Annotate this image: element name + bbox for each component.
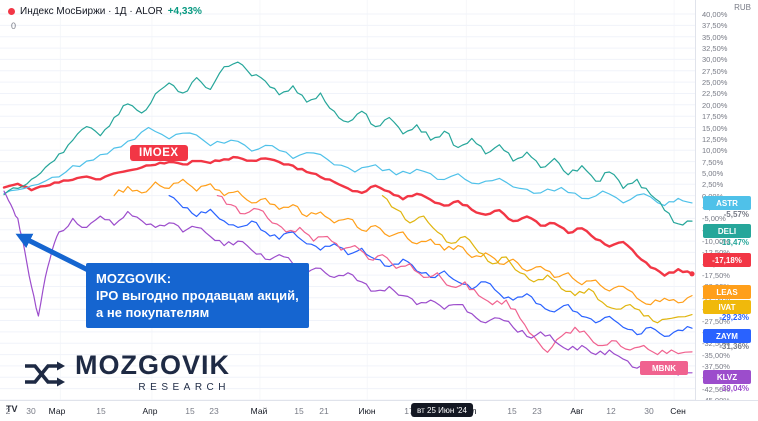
x-axis-tick: 23 — [209, 406, 219, 416]
y-axis-label: -10,00% — [702, 237, 730, 246]
y-axis-label: 20,00% — [702, 101, 728, 110]
series-end-dot — [689, 271, 695, 277]
y-axis-label: -5,00% — [702, 214, 726, 223]
logo-subtitle: RESEARCH — [138, 382, 230, 393]
x-axis-tick: Апр — [142, 406, 158, 416]
y-axis-label: -42,50% — [702, 385, 730, 394]
y-axis-label: 12,50% — [702, 135, 728, 144]
price-label-astr[interactable]: ASTR — [703, 196, 751, 210]
y-axis-label: -35,00% — [702, 351, 730, 360]
price-label-mbnk[interactable]: MBNK — [640, 361, 688, 375]
price-label-leas[interactable]: LEAS — [703, 285, 751, 299]
y-axis-label: 32,50% — [702, 44, 728, 53]
x-axis-tick: 30 — [644, 406, 654, 416]
series-line-klvz[interactable] — [3, 190, 693, 376]
x-axis-tick: 30 — [26, 406, 36, 416]
y-axis-label: 35,00% — [702, 33, 728, 42]
y-axis-label: -27,50% — [702, 317, 730, 326]
price-label-1718: -17,18% — [703, 253, 751, 267]
x-axis-tick: Сен — [670, 406, 686, 416]
y-axis-label: 30,00% — [702, 55, 728, 64]
x-axis-tick: 21 — [319, 406, 329, 416]
x-axis-tick: 15 — [294, 406, 304, 416]
series-line-astr[interactable] — [3, 126, 693, 207]
series-line-imoex[interactable] — [2, 155, 694, 277]
chart-legend[interactable]: Индекс МосБиржи · 1Д · ALOR +4,33% — [8, 6, 202, 17]
tradingview-logo[interactable]: TV — [6, 404, 18, 414]
x-axis-tick: Мар — [48, 406, 66, 416]
series-line-deli[interactable] — [3, 61, 693, 226]
price-label-3904: -39,04% — [719, 384, 749, 393]
y-axis-label: 17,50% — [702, 112, 728, 121]
series-line-zaym[interactable] — [168, 195, 693, 337]
y-axis-label: -37,50% — [702, 362, 730, 371]
x-axis-tick: 2 — [5, 406, 11, 416]
x-axis-tick: 23 — [532, 406, 542, 416]
x-axis-tick: 17 — [404, 406, 414, 416]
x-axis-tick: 12 — [606, 406, 616, 416]
y-axis-label: -17,50% — [702, 271, 730, 280]
series-line-ivat[interactable] — [381, 195, 693, 324]
price-label-1347: -13,47% — [719, 238, 749, 247]
y-axis-label: 15,00% — [702, 124, 728, 133]
legend-title: Индекс МосБиржи · 1Д · ALOR — [20, 6, 163, 17]
y-axis-label: -32,50% — [702, 339, 730, 348]
price-label-557: -5,57% — [723, 210, 749, 219]
x-axis-tick: 15 — [96, 406, 106, 416]
time-axis[interactable]: TV вт 25 Июн '24 2 30 Мар 15 Апр 15 23 Май 15 21 И… — [0, 400, 758, 421]
y-axis-label: 25,00% — [702, 78, 728, 87]
note-line1: MOZGOVIK: — [96, 271, 172, 286]
x-axis-tick: 15 — [507, 406, 517, 416]
annotation-note[interactable]: MOZGOVIK: IPO выгодно продавцам акций, а… — [86, 263, 309, 329]
x-axis-tick: 15 — [185, 406, 195, 416]
date-badge: вт 25 Июн '24 — [411, 403, 473, 417]
currency-label: RUB — [734, 3, 751, 12]
y-axis-label: 22,50% — [702, 89, 728, 98]
x-axis-tick: Авг — [570, 406, 584, 416]
legend-sub-value: 0 — [11, 21, 17, 31]
note-line3: а не покупателям — [96, 305, 210, 321]
price-label-deli[interactable]: DELI — [703, 224, 751, 238]
price-label-zaym[interactable]: ZAYM — [703, 329, 751, 343]
price-labels-overlay: ASTR -5,57% DELI -13,47% -17,18% LEAS IVAT -29,… — [640, 196, 751, 393]
shuffle-icon — [25, 361, 65, 386]
note-line2: IPO выгодно продавцам акций, — [96, 288, 299, 304]
price-label-ivat[interactable]: IVAT — [703, 300, 751, 314]
y-axis-label: 2,50% — [702, 180, 724, 189]
y-axis-label: 10,00% — [702, 146, 728, 155]
y-axis-label: 40,00% — [702, 10, 728, 19]
y-axis-label: -12,50% — [702, 248, 730, 257]
y-axis-label: 27,50% — [702, 67, 728, 76]
y-axis-label: 5,00% — [702, 169, 724, 178]
series-line-mbnk[interactable] — [216, 195, 693, 356]
logo-title: MOZGOVIK — [75, 350, 230, 380]
series-line-leas[interactable] — [113, 178, 693, 306]
x-axis-tick: Май — [250, 406, 268, 416]
imoex-label[interactable]: IMOEX — [130, 145, 188, 161]
y-axis-label: 37,50% — [702, 21, 728, 30]
price-label-2923: -29,23% — [719, 313, 749, 322]
price-label-3136: -31,36% — [719, 342, 749, 351]
chart-plot-area[interactable] — [0, 0, 696, 400]
price-label-klvz[interactable]: KLVZ — [703, 370, 751, 384]
x-axis-tick: Июн — [358, 406, 376, 416]
mozgovik-logo: MOZGOVIK RESEARCH — [22, 352, 230, 393]
series-marker-icon — [8, 8, 15, 15]
y-axis-label: 7,50% — [702, 158, 724, 167]
legend-change-value: +4,33% — [167, 6, 202, 17]
